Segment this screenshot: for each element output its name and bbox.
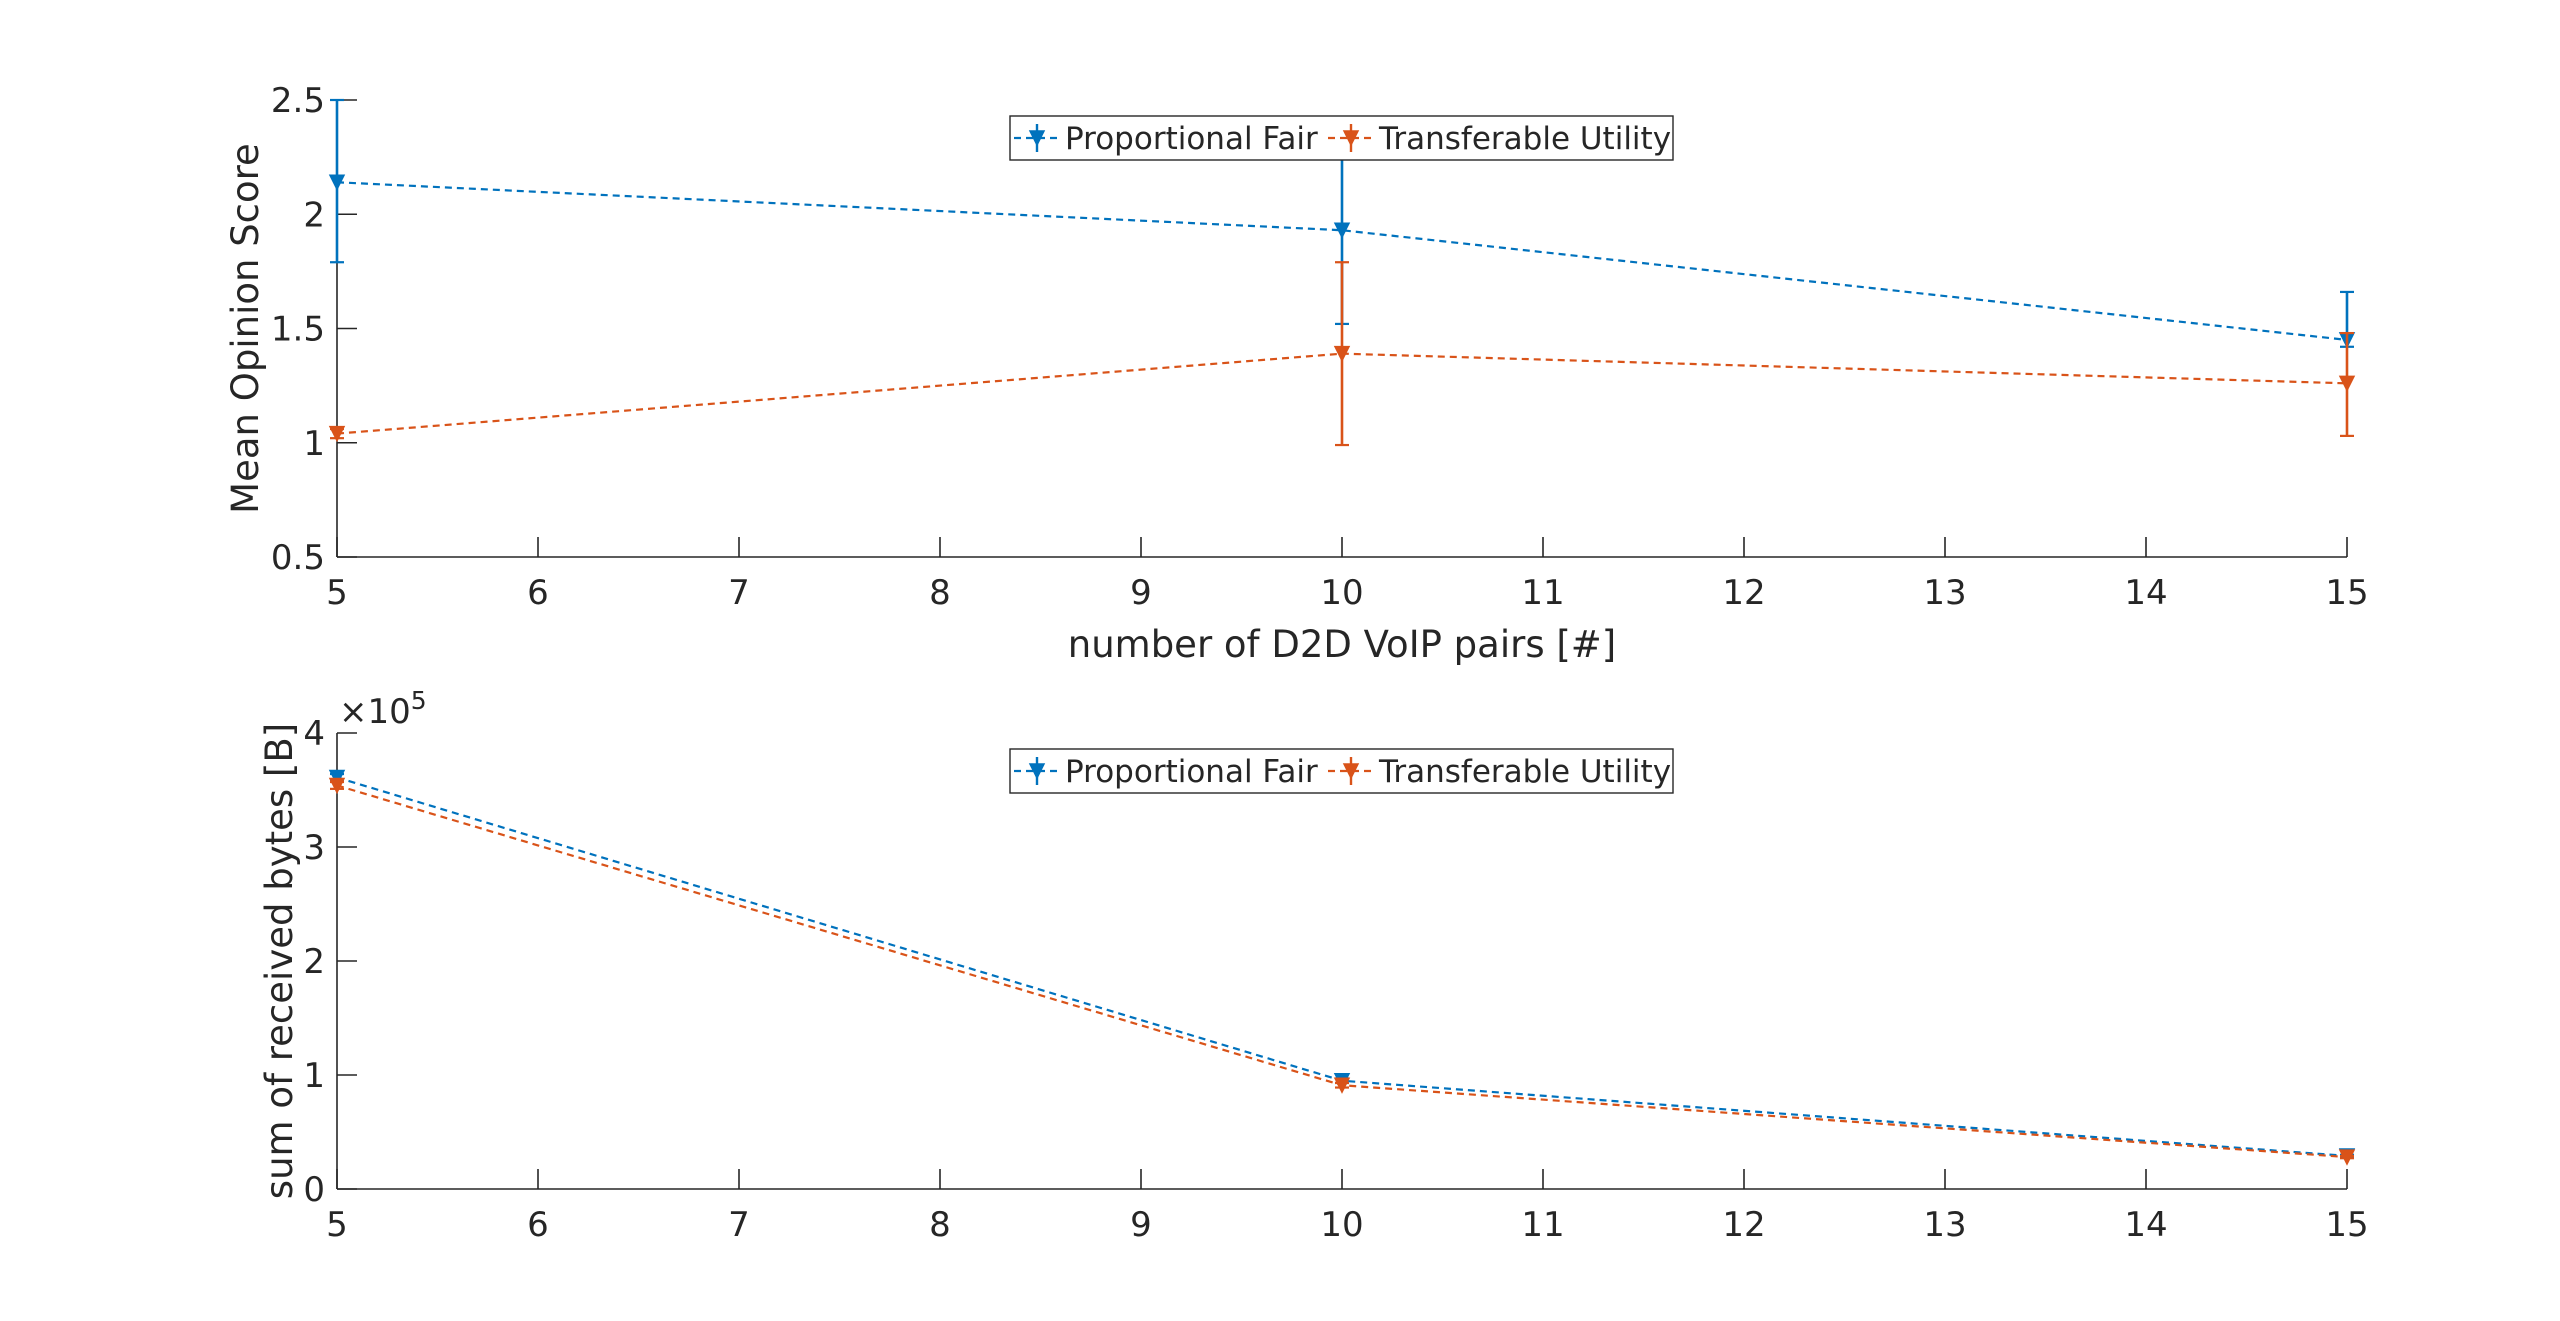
chart2-x-tick-label: 13 bbox=[1923, 1205, 1966, 1245]
chart2-x-tick-label: 7 bbox=[728, 1205, 750, 1245]
chart1-series-1-point bbox=[1333, 222, 1351, 239]
chart2-legend: Proportional Fair Transferable Utility bbox=[1009, 748, 1674, 794]
chart2-y-tick-label: 2 bbox=[303, 942, 325, 982]
chart1: 5 6 7 8 9 10 11 12 13 14 15 0.5 1 1.5 2 2.5 number of D2… bbox=[224, 81, 2369, 666]
chart2-x-tick-label: 9 bbox=[1130, 1205, 1152, 1245]
chart1-x-tick-label: 5 bbox=[326, 573, 348, 613]
chart1-legend-label-2: Transferable Utility bbox=[1378, 121, 1671, 157]
chart1-y-tick-label: 1 bbox=[303, 424, 325, 464]
chart1-y-axis-label: Mean Opinion Score bbox=[224, 143, 267, 514]
chart2-series-2-point bbox=[1333, 1077, 1351, 1094]
chart2-y-tick-label: 4 bbox=[303, 714, 325, 754]
chart1-x-tick-label: 10 bbox=[1320, 573, 1363, 613]
chart1-legend: Proportional Fair Transferable Utility bbox=[1009, 115, 1674, 161]
chart1-legend-label-1: Proportional Fair bbox=[1065, 121, 1318, 157]
chart2-legend-label-2: Transferable Utility bbox=[1378, 754, 1671, 790]
chart1-series-2 bbox=[328, 261, 2356, 447]
chart1-y-tick-label: 1.5 bbox=[271, 310, 325, 350]
chart2-series-1-point bbox=[328, 769, 346, 787]
chart2-x-tick-label: 8 bbox=[929, 1205, 951, 1245]
chart1-x-tick-label: 11 bbox=[1521, 573, 1564, 613]
chart2-x-tick-label: 14 bbox=[2124, 1205, 2167, 1245]
chart1-series-1-line bbox=[336, 181, 2348, 342]
chart1-y-tick-label: 0.5 bbox=[271, 538, 325, 578]
chart2-exponent-label: ×105 bbox=[339, 686, 427, 732]
chart1-series-2-point bbox=[1333, 345, 1351, 363]
chart1-x-tick-label: 14 bbox=[2124, 573, 2167, 613]
chart1-series-2-point bbox=[328, 425, 346, 443]
chart2-y-axis-label: sum of received bytes [B] bbox=[258, 723, 301, 1199]
chart1-x-axis-label: number of D2D VoIP pairs [#] bbox=[1068, 623, 1617, 666]
chart1-x-tick-label: 15 bbox=[2325, 573, 2368, 613]
chart1-x-tick-label: 9 bbox=[1130, 573, 1152, 613]
chart1-x-tick-label: 6 bbox=[527, 573, 549, 613]
chart2-legend-swatch-marker bbox=[1342, 763, 1360, 780]
chart1-legend-swatch-marker bbox=[1028, 130, 1046, 147]
chart2-y-tick-label: 1 bbox=[303, 1056, 325, 1096]
chart2-y-tick-label: 0 bbox=[303, 1170, 325, 1210]
chart2-x-tick-label: 5 bbox=[326, 1205, 348, 1245]
chart2-x-tick-label: 10 bbox=[1320, 1205, 1363, 1245]
chart2-exponent-power: 5 bbox=[411, 686, 427, 715]
chart1-x-tick-label: 13 bbox=[1923, 573, 1966, 613]
chart1-y-tick-label: 2 bbox=[303, 195, 325, 235]
chart2-series-2 bbox=[328, 777, 2356, 1166]
chart1-x-tick-label: 7 bbox=[728, 573, 750, 613]
chart1-y-tick-label: 2.5 bbox=[271, 81, 325, 121]
chart2-x-tick-label: 15 bbox=[2325, 1205, 2368, 1245]
chart1-x-tick-label: 12 bbox=[1722, 573, 1765, 613]
chart2-x-tick-label: 12 bbox=[1722, 1205, 1765, 1245]
chart2-series-2-point bbox=[328, 777, 346, 795]
chart2-x-tick-label: 6 bbox=[527, 1205, 549, 1245]
chart2-x-tick-label: 11 bbox=[1521, 1205, 1564, 1245]
chart1-series-2-point bbox=[2338, 375, 2356, 393]
chart2-series-2-point bbox=[2338, 1149, 2356, 1166]
chart2-exponent-base: ×10 bbox=[339, 692, 411, 732]
chart2-legend-swatch-marker bbox=[1028, 763, 1046, 780]
chart1-series-1-point bbox=[328, 174, 346, 191]
chart2-legend-label-1: Proportional Fair bbox=[1065, 754, 1318, 790]
chart1-x-tick-label: 8 bbox=[929, 573, 951, 613]
chart2-y-tick-label: 3 bbox=[303, 828, 325, 868]
chart1-legend-swatch-marker bbox=[1342, 130, 1360, 147]
